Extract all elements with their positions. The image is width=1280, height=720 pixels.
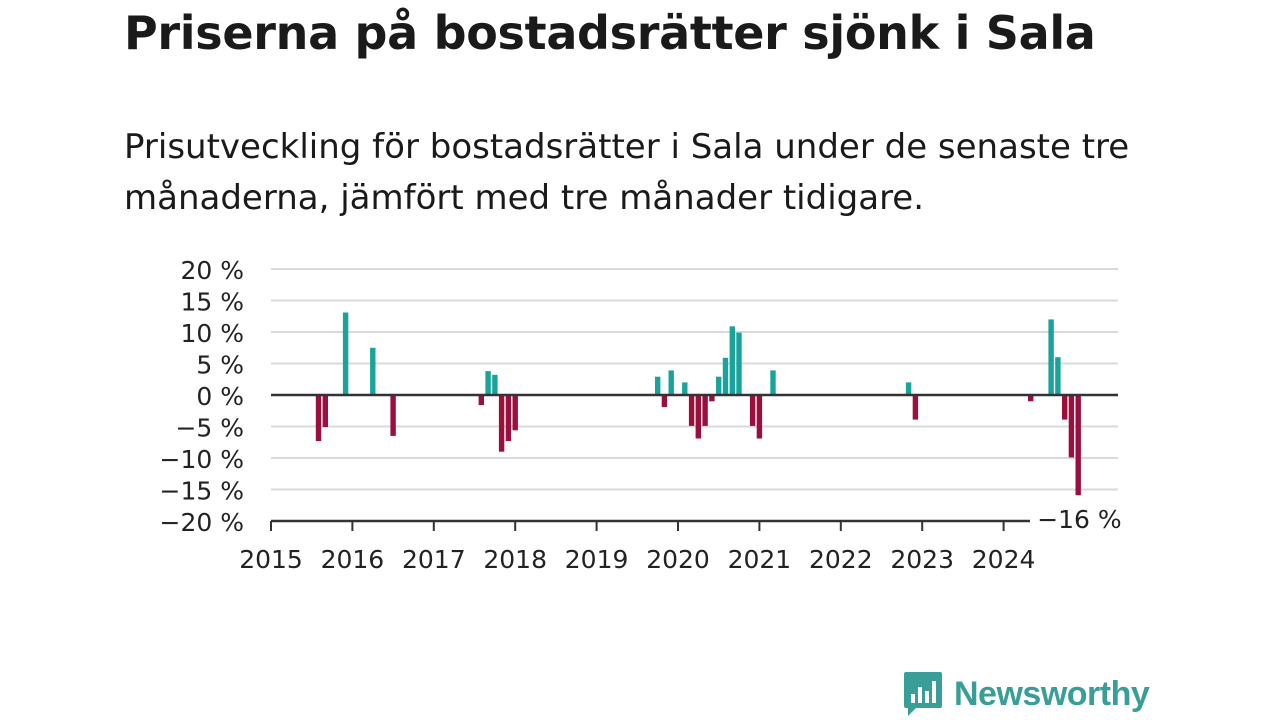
y-tick-label: 15 %: [180, 288, 244, 317]
y-tick-label: −10 %: [160, 445, 244, 474]
label-layer: 20 % 15 %10 % 5 %0 % −5 %−10 % −15 %−20 % 201…: [160, 256, 1122, 574]
y-tick-label: 20 %: [180, 256, 244, 285]
data-label: −16 %: [1037, 505, 1121, 534]
x-tick-label: 2019: [565, 545, 629, 574]
x-tick-label: 2023: [890, 545, 954, 574]
logo-text: Newsworthy: [954, 674, 1150, 713]
x-tick-label: 2020: [646, 545, 710, 574]
bar: [682, 382, 688, 395]
x-tick-label: 2016: [321, 545, 385, 574]
bar: [390, 395, 396, 436]
bar: [688, 395, 695, 426]
bar: [668, 370, 674, 395]
page-title: Priserna på bostadsrätter sjönk i Sala: [124, 6, 1096, 60]
grid-layer: [271, 268, 1118, 491]
axis-layer: [270, 393, 1118, 531]
y-tick-label: −5 %: [175, 414, 244, 443]
y-tick-label: 5 %: [196, 351, 244, 380]
y-tick-label: 10 %: [180, 319, 244, 348]
x-tick-label: 2021: [728, 545, 792, 574]
bar: [709, 395, 715, 402]
bar: [695, 395, 701, 439]
bar: [1062, 395, 1068, 420]
bar: [505, 395, 512, 441]
bar: [905, 382, 912, 395]
bar: [702, 395, 708, 426]
bars-layer: [315, 312, 1081, 496]
bar: [1068, 395, 1075, 458]
bar: [1055, 357, 1061, 395]
page-subtitle: Prisutveckling för bostadsrätter i Sala …: [124, 127, 1130, 218]
x-tick-label: 2022: [809, 545, 873, 574]
bar: [492, 374, 498, 395]
y-tick-label: 0 %: [196, 382, 244, 411]
bar: [749, 395, 756, 426]
bar: [722, 357, 729, 395]
bar: [1048, 319, 1054, 395]
y-tick-label: −20 %: [160, 508, 244, 537]
y-tick-label: −15 %: [160, 477, 244, 506]
bar-chart-bubble-icon: [904, 672, 942, 716]
x-tick-label: 2015: [239, 545, 303, 574]
bar: [912, 395, 919, 420]
bar: [485, 371, 491, 395]
bar: [370, 347, 376, 396]
bar: [322, 395, 328, 428]
x-tick-label: 2024: [972, 545, 1036, 574]
bar: [770, 370, 776, 395]
bar: [498, 395, 505, 452]
x-tick-label: 2018: [483, 545, 547, 574]
bar: [315, 395, 322, 441]
bar: [1028, 395, 1034, 402]
bar: [478, 395, 484, 406]
bar: [512, 395, 518, 431]
bar: [716, 376, 722, 395]
newsworthy-logo: Newsworthy: [902, 670, 1150, 718]
bar: [661, 395, 668, 407]
bar: [736, 332, 742, 395]
bar: [756, 395, 763, 439]
bar: [342, 312, 349, 395]
x-tick-label: 2017: [402, 545, 466, 574]
bar: [655, 376, 661, 395]
bar: [729, 326, 735, 395]
bar: [1075, 395, 1081, 496]
